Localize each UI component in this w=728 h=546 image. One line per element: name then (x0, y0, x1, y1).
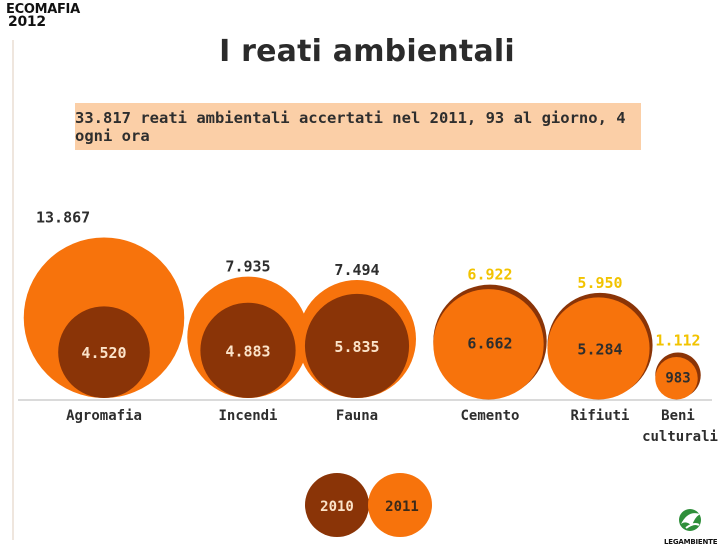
value-2011-rifiuti: 5.950 (577, 274, 622, 292)
bubble-2010-incendi (200, 302, 296, 399)
value-2010-fauna: 5.835 (334, 338, 379, 356)
legend-label-2011: 2011 (385, 499, 419, 515)
logo-text: LEGAMBIENTE (664, 538, 718, 546)
brand-name: ECOMAFIA (6, 2, 80, 17)
value-2011-agromafia: 13.867 (36, 208, 90, 226)
value-2011-beni-culturali: 1.112 (655, 332, 700, 350)
value-2011-fauna: 7.494 (334, 261, 379, 279)
value-2010-incendi: 4.883 (225, 342, 270, 360)
legend-swatch-2010 (305, 473, 369, 537)
bubble-2011-rifiuti (547, 297, 650, 400)
summary-banner: 33.817 reati ambientali accertati nel 20… (75, 103, 641, 150)
category-label-fauna: Fauna (336, 408, 378, 424)
leaf-icon (679, 509, 701, 531)
value-2010-agromafia: 4.520 (81, 344, 126, 362)
category-label-cemento: Cemento (460, 408, 519, 424)
bubble-2011-beni-culturali (655, 357, 698, 400)
legend-label-2010: 2010 (320, 499, 354, 515)
left-edge-line (12, 40, 14, 540)
category-label-beni-culturali-line1: Beni (661, 408, 695, 424)
category-label-beni-culturali-line2: culturali (642, 429, 718, 445)
value-2010-beni-culturali: 983 (665, 371, 690, 387)
category-label-incendi: Incendi (218, 408, 277, 424)
bubble-2010-fauna (304, 293, 410, 398)
legend-swatch-2011 (368, 473, 432, 537)
value-2010-rifiuti: 5.284 (577, 340, 622, 358)
value-2011-cemento: 6.922 (467, 266, 512, 284)
legambiente-logo: LEGAMBIENTE (664, 508, 718, 546)
brand-year: 2012 (8, 14, 46, 30)
category-label-rifiuti: Rifiuti (570, 408, 629, 424)
bubble-2010-agromafia (58, 306, 150, 398)
bubble-2011-cemento (433, 289, 544, 400)
page-title: I reati ambientali (219, 34, 515, 69)
category-label-agromafia: Agromafia (66, 408, 142, 424)
brand-logo: ECOMAFIA 2012 (6, 3, 80, 29)
value-2011-incendi: 7.935 (225, 258, 270, 276)
value-2010-cemento: 6.662 (467, 334, 512, 352)
